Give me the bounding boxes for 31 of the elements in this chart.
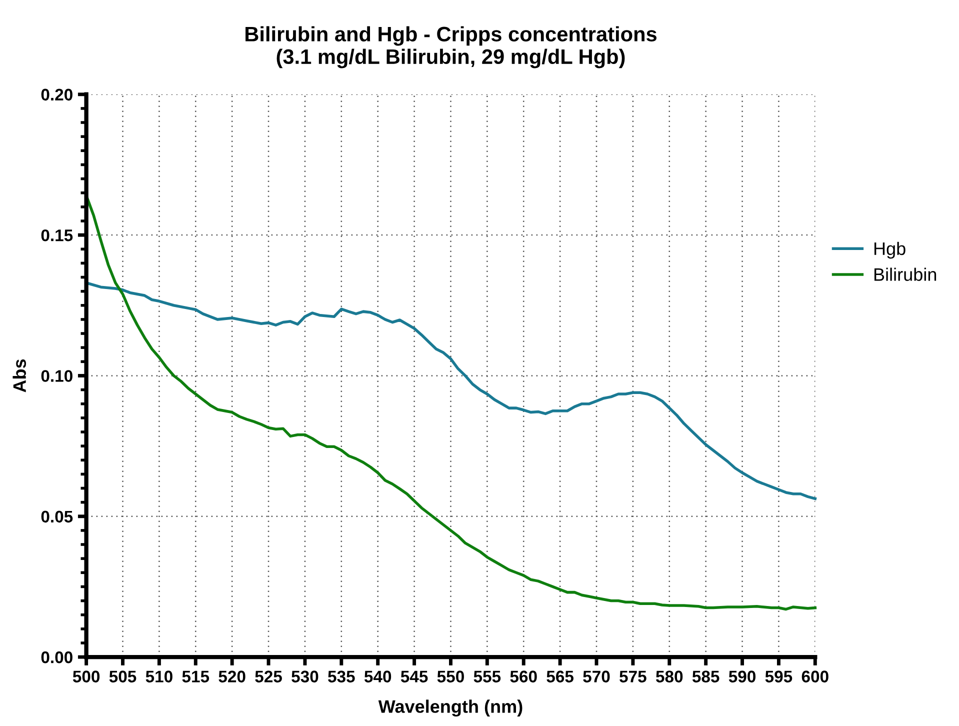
x-tick-label: 560	[510, 670, 537, 682]
y-tick-label: 0.10	[41, 370, 72, 382]
legend-label: Hgb	[874, 242, 906, 259]
x-tick-label: 510	[146, 670, 172, 682]
x-tick-label: 520	[218, 670, 246, 682]
x-tick-label: 595	[765, 670, 792, 682]
x-tick-label: 515	[182, 670, 210, 682]
legend-label: Bilirubin	[874, 268, 936, 281]
x-tick-label: 545	[400, 670, 428, 682]
x-tick-label: 500	[72, 670, 100, 682]
x-axis-title: Wavelength (nm)	[378, 700, 522, 717]
x-tick-label: 590	[728, 670, 756, 682]
x-tick-label: 565	[546, 670, 574, 682]
x-tick-label: 525	[255, 670, 282, 682]
x-tick-label: 585	[692, 670, 720, 682]
x-tick-label: 580	[656, 670, 683, 682]
x-tick-label: 550	[437, 670, 464, 682]
x-tick-label: 530	[292, 670, 318, 682]
x-tick-label: 535	[328, 670, 355, 682]
y-tick-label: 0.00	[41, 651, 72, 664]
x-tick-label: 555	[474, 670, 501, 682]
y-axis-title: Abs	[12, 359, 26, 392]
chart-title: Bilirubin and Hgb - Cripps concentrations (3.1 mg/dL Bilirubin, 29 mg/dL Hgb)	[246, 26, 656, 68]
x-tick-label: 570	[583, 670, 610, 682]
y-tick-label: 0.15	[41, 229, 73, 242]
y-tick-label: 0.20	[41, 88, 72, 101]
x-tick-label: 575	[620, 670, 646, 682]
x-tick-label: 600	[802, 670, 828, 682]
y-tick-label: 0.05	[41, 510, 73, 523]
x-tick-label: 540	[364, 670, 392, 682]
x-tick-label: 505	[109, 670, 136, 682]
